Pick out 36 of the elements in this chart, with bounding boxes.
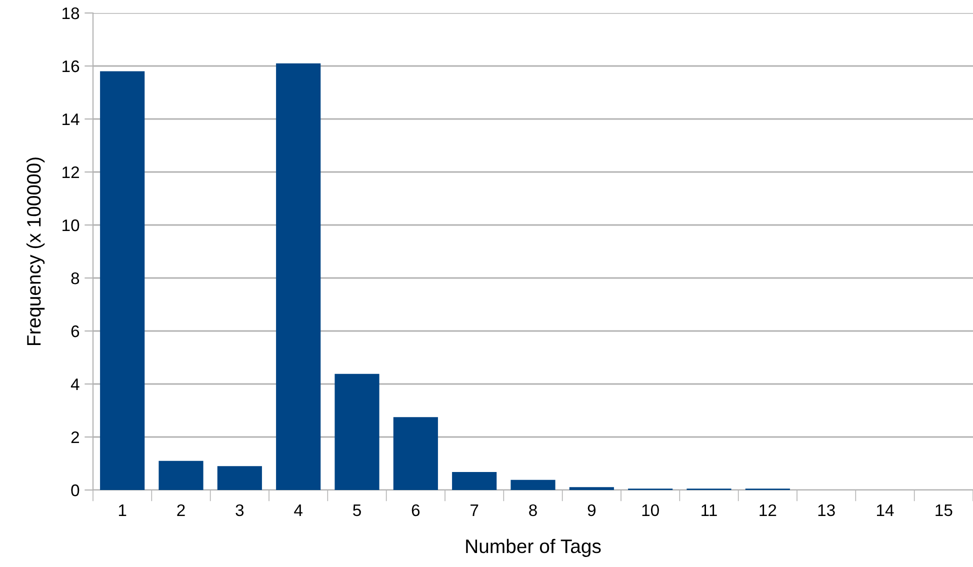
bar: [334, 374, 380, 490]
x-tick-label: 9: [588, 504, 596, 516]
y-tick-label: 16: [62, 60, 80, 72]
x-tick-label: 12: [760, 504, 776, 516]
x-tick-label: 11: [702, 504, 717, 516]
x-axis-title: Number of Tags: [466, 538, 601, 557]
y-tick-label: 10: [62, 219, 80, 232]
bar: [100, 71, 145, 490]
x-tick-label: 1: [118, 504, 126, 516]
x-tick-label: 13: [818, 504, 835, 516]
y-tick-label: 4: [70, 378, 80, 390]
bar: [158, 460, 204, 490]
x-tick-label: 10: [642, 504, 659, 516]
y-tick-label: 2: [71, 431, 79, 444]
bar: [569, 487, 614, 490]
x-tick-label: 8: [529, 504, 537, 516]
bar: [393, 417, 438, 490]
x-tick-label: 5: [353, 504, 361, 516]
y-tick-label: 14: [62, 114, 80, 126]
bar: [452, 472, 497, 490]
x-tick-label: 14: [877, 504, 894, 516]
bar: [276, 63, 321, 490]
x-tick-label: 7: [470, 504, 478, 516]
x-tick-label: 4: [294, 504, 302, 516]
y-tick-label: 6: [71, 325, 80, 338]
x-tick-label: 6: [412, 504, 420, 516]
bar: [510, 480, 556, 490]
x-tick-label: 2: [177, 504, 185, 516]
bar: [217, 466, 262, 490]
y-tick-label: 18: [62, 7, 80, 20]
y-tick-label: 12: [62, 166, 79, 178]
y-tick-label: 0: [71, 484, 80, 496]
y-tick-label: 8: [71, 272, 80, 284]
x-tick-label: 3: [236, 504, 244, 516]
y-axis-title: Frequency (x 100000): [26, 158, 45, 346]
x-tick-label: 15: [936, 504, 952, 516]
